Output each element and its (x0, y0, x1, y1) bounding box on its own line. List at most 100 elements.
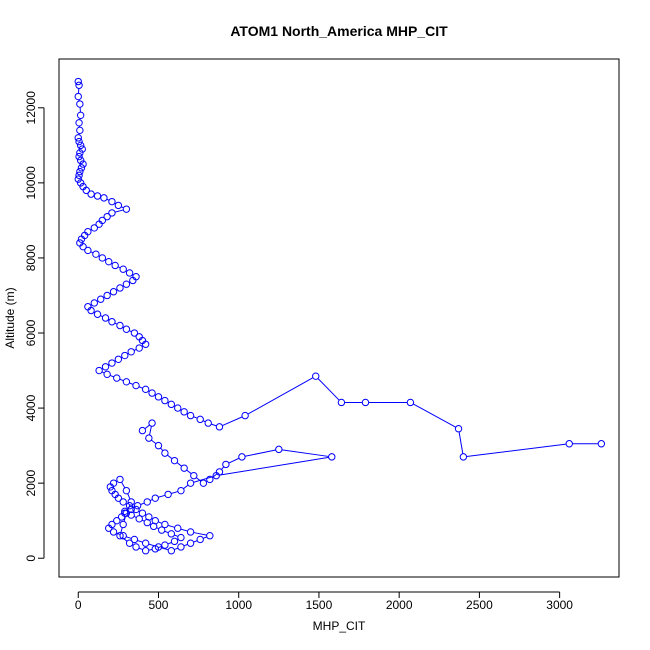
data-point (143, 498, 151, 506)
data-point (74, 175, 82, 183)
series-1-segment (222, 416, 243, 427)
chart-title: ATOM1 North_America MHP_CIT (230, 23, 448, 39)
data-point (100, 194, 108, 202)
data-point (361, 398, 370, 407)
data-point (75, 152, 83, 161)
data-point (79, 160, 87, 168)
data-point (114, 355, 123, 363)
data-point (186, 539, 195, 547)
series-2-segment (158, 521, 163, 524)
data-point (180, 464, 188, 472)
data-point (170, 537, 179, 546)
data-point (141, 547, 150, 555)
y-tick-label: 10000 (24, 166, 38, 200)
data-point (78, 145, 86, 153)
data-point (90, 299, 99, 307)
data-point (119, 520, 127, 529)
data-point (177, 543, 185, 551)
data-point (196, 535, 204, 544)
data-point (597, 440, 606, 448)
series-2-segment (281, 449, 329, 457)
data-point (177, 486, 185, 495)
series-2-segment (127, 493, 131, 500)
data-point (93, 310, 102, 318)
x-tick-label: 0 (75, 598, 82, 612)
data-point (108, 486, 116, 495)
data-point (148, 419, 156, 427)
data-point (97, 295, 105, 303)
data-point (148, 389, 156, 397)
series-2-segment (167, 454, 173, 460)
data-point (113, 374, 121, 382)
data-point (76, 156, 85, 165)
x-axis-label: MHP_CIT (313, 619, 366, 633)
data-point (122, 325, 131, 333)
data-point (90, 224, 99, 232)
series-1-segment (412, 403, 456, 428)
y-tick-label: 0 (24, 555, 38, 562)
data-point (77, 164, 86, 172)
data-point (76, 141, 85, 150)
series-2-segment (183, 543, 188, 547)
series-2-segment (183, 484, 189, 490)
data-point (328, 453, 336, 461)
data-point (122, 280, 131, 288)
data-point (454, 425, 463, 433)
x-tick-label: 500 (148, 598, 168, 612)
series-2-segment (160, 447, 164, 452)
data-point (186, 479, 195, 487)
series-2-segment (126, 536, 132, 539)
data-point (116, 284, 124, 292)
series-1-segment (129, 382, 134, 385)
data-point (119, 265, 127, 273)
data-point (133, 501, 142, 510)
data-point (129, 276, 137, 285)
data-point (177, 533, 185, 542)
data-point (312, 372, 320, 380)
series-2-segment (174, 534, 179, 537)
data-point (103, 212, 111, 221)
data-point (125, 539, 134, 547)
data-point (130, 329, 139, 337)
data-point (95, 220, 103, 228)
data-point (109, 528, 118, 536)
data-point (174, 404, 182, 412)
data-point (76, 179, 85, 187)
data-point (114, 201, 123, 210)
data-point (127, 511, 135, 519)
data-point (103, 291, 111, 300)
series-2-segment (158, 494, 166, 498)
data-point (164, 490, 172, 499)
data-point (111, 261, 119, 270)
series-1-segment (109, 375, 114, 378)
series-1-segment (458, 431, 464, 454)
series-2-segment (244, 449, 276, 457)
data-point (141, 385, 150, 394)
x-tick-label: 3000 (546, 598, 573, 612)
data-point (132, 543, 140, 551)
data-point (143, 518, 151, 527)
data-point (222, 460, 230, 469)
data-point (74, 134, 82, 142)
data-point (101, 363, 110, 371)
data-point (138, 426, 147, 435)
data-point (167, 530, 176, 538)
data-point (149, 522, 158, 531)
data-point (103, 370, 111, 379)
data-point (337, 398, 346, 407)
data-point (130, 535, 139, 544)
data-point (87, 306, 95, 315)
data-point (74, 77, 82, 86)
series-2-segment (228, 457, 240, 464)
data-point (108, 209, 116, 217)
data-point (75, 171, 83, 180)
data-point (161, 520, 169, 529)
data-point (132, 381, 140, 390)
data-point (76, 126, 84, 135)
x-tick-label: 2500 (466, 598, 493, 612)
series-2-segment (193, 540, 198, 543)
y-axis-label: Altitude (m) (3, 287, 17, 348)
data-point (138, 509, 147, 517)
data-point (122, 509, 131, 517)
data-point (98, 254, 107, 262)
